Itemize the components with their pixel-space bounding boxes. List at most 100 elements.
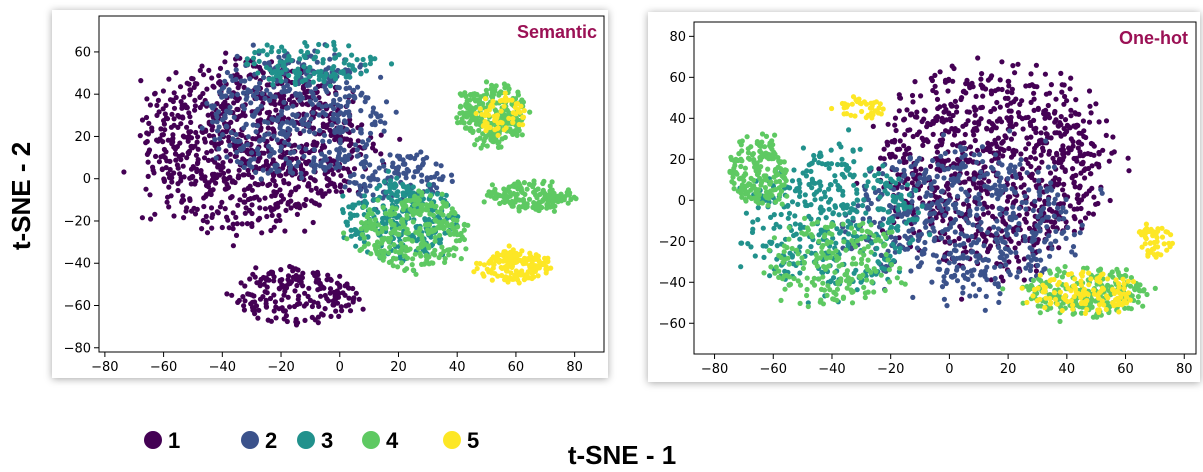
data-point-class-4 bbox=[484, 143, 490, 149]
data-point-class-2 bbox=[249, 150, 255, 156]
data-point-class-1 bbox=[293, 276, 299, 282]
data-point-class-3 bbox=[771, 225, 777, 231]
data-point-class-1 bbox=[932, 83, 938, 89]
data-point-class-3 bbox=[789, 199, 796, 205]
data-point-class-2 bbox=[287, 127, 293, 133]
data-point-class-2 bbox=[910, 294, 916, 300]
data-point-class-2 bbox=[360, 139, 366, 145]
data-point-class-1 bbox=[145, 173, 151, 179]
data-point-class-4 bbox=[446, 252, 452, 258]
data-point-class-1 bbox=[146, 120, 152, 126]
data-point-class-1 bbox=[176, 153, 182, 159]
data-point-class-1 bbox=[370, 145, 376, 151]
data-point-class-2 bbox=[358, 127, 364, 133]
data-point-class-5 bbox=[482, 96, 488, 102]
x-tick-label: 80 bbox=[566, 360, 583, 375]
data-point-class-1 bbox=[1062, 168, 1068, 174]
data-point-class-1 bbox=[902, 151, 908, 157]
data-point-class-2 bbox=[436, 176, 442, 182]
data-point-class-2 bbox=[308, 116, 314, 122]
data-point-class-2 bbox=[990, 166, 996, 172]
data-point-class-5 bbox=[492, 271, 498, 277]
data-point-class-4 bbox=[383, 225, 389, 231]
data-point-class-2 bbox=[244, 94, 250, 100]
data-point-class-2 bbox=[346, 93, 352, 99]
data-point-class-3 bbox=[777, 224, 783, 230]
data-point-class-1 bbox=[1000, 153, 1006, 159]
data-point-class-1 bbox=[242, 298, 248, 304]
data-point-class-2 bbox=[901, 167, 907, 173]
data-point-class-3 bbox=[802, 192, 808, 198]
data-point-class-1 bbox=[1053, 117, 1059, 123]
data-point-class-2 bbox=[291, 120, 297, 126]
data-point-class-2 bbox=[363, 142, 370, 148]
data-point-class-1 bbox=[249, 292, 255, 298]
data-point-class-1 bbox=[236, 173, 242, 179]
data-point-class-1 bbox=[192, 103, 198, 109]
data-point-class-1 bbox=[184, 155, 190, 161]
data-point-class-1 bbox=[1006, 108, 1012, 114]
data-point-class-2 bbox=[310, 110, 316, 116]
data-point-class-2 bbox=[333, 165, 339, 171]
data-point-class-1 bbox=[1031, 90, 1037, 96]
data-point-class-4 bbox=[496, 92, 502, 98]
data-point-class-5 bbox=[502, 90, 508, 96]
data-point-class-1 bbox=[1076, 185, 1083, 191]
data-point-class-3 bbox=[808, 244, 814, 250]
data-point-class-1 bbox=[311, 139, 317, 145]
data-point-class-2 bbox=[419, 178, 425, 184]
data-point-class-4 bbox=[469, 116, 475, 122]
data-point-class-1 bbox=[217, 65, 224, 71]
data-point-class-5 bbox=[481, 262, 487, 268]
data-point-class-4 bbox=[375, 222, 381, 228]
data-point-class-1 bbox=[1103, 118, 1110, 124]
data-point-class-1 bbox=[939, 118, 945, 124]
data-point-class-4 bbox=[433, 218, 439, 224]
data-point-class-5 bbox=[489, 256, 495, 262]
data-point-class-3 bbox=[854, 209, 860, 215]
data-point-class-2 bbox=[1065, 224, 1071, 231]
data-point-class-5 bbox=[509, 276, 515, 282]
data-point-class-3 bbox=[895, 223, 901, 230]
data-point-class-2 bbox=[324, 89, 330, 95]
y-tick-label: −40 bbox=[64, 257, 91, 272]
data-point-class-2 bbox=[999, 255, 1005, 261]
data-point-class-2 bbox=[931, 210, 937, 216]
data-point-class-3 bbox=[354, 57, 360, 63]
data-point-class-2 bbox=[214, 119, 220, 125]
data-point-class-1 bbox=[356, 296, 362, 302]
data-point-class-1 bbox=[195, 157, 201, 163]
data-point-class-1 bbox=[299, 101, 305, 107]
data-point-class-2 bbox=[941, 278, 947, 284]
data-point-class-2 bbox=[1045, 186, 1051, 192]
data-point-class-1 bbox=[233, 214, 239, 220]
data-point-class-2 bbox=[448, 172, 455, 178]
data-point-class-2 bbox=[266, 131, 272, 137]
data-point-class-2 bbox=[1029, 247, 1035, 253]
data-point-class-2 bbox=[985, 229, 991, 235]
data-point-class-2 bbox=[283, 88, 289, 94]
y-tick-label: −20 bbox=[64, 214, 91, 229]
data-point-class-3 bbox=[820, 207, 826, 213]
data-point-class-2 bbox=[334, 129, 340, 135]
data-point-class-4 bbox=[375, 230, 381, 236]
data-point-class-2 bbox=[945, 226, 951, 232]
data-point-class-3 bbox=[268, 49, 274, 55]
data-point-class-3 bbox=[842, 211, 848, 217]
data-point-class-1 bbox=[947, 116, 953, 122]
data-point-class-1 bbox=[941, 109, 947, 115]
data-point-class-2 bbox=[1023, 199, 1029, 206]
data-point-class-1 bbox=[180, 163, 186, 169]
data-point-class-1 bbox=[1026, 141, 1032, 147]
data-point-class-2 bbox=[354, 153, 360, 159]
data-point-class-2 bbox=[904, 212, 910, 218]
data-point-class-2 bbox=[934, 200, 940, 206]
data-point-class-1 bbox=[1004, 198, 1011, 204]
data-point-class-2 bbox=[995, 226, 1002, 232]
data-point-class-1 bbox=[257, 215, 263, 221]
data-point-class-2 bbox=[1048, 180, 1054, 186]
data-point-class-2 bbox=[969, 273, 975, 279]
data-point-class-2 bbox=[411, 174, 417, 180]
data-point-class-4 bbox=[522, 191, 528, 197]
